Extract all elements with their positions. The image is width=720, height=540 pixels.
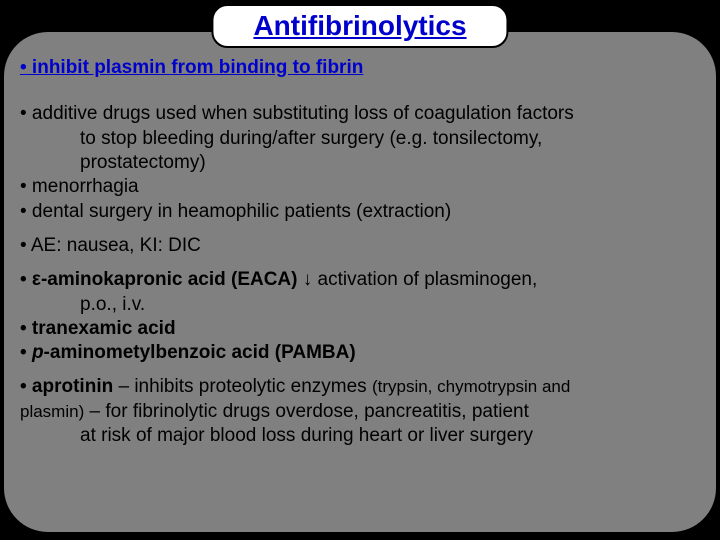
aprotinin-enzymes2: plasmin) (20, 402, 84, 421)
use-line-4: • menorrhagia (20, 175, 700, 199)
slide-content: • inhibit plasmin from binding to fibrin… (20, 56, 700, 448)
eaca-route: p.o., i.v. (20, 293, 700, 317)
eaca-name: • ε-aminokapronic acid (EACA) (20, 269, 298, 290)
drug-aprotinin-line2: plasmin) – for fibrinolytic drugs overdo… (20, 400, 700, 424)
drug-aprotinin-line3: at risk of major blood loss during heart… (20, 424, 700, 448)
aprotinin-enzymes1: (trypsin, chymotrypsin and (372, 377, 570, 396)
drug-aprotinin-line1: • aprotinin – inhibits proteolytic enzym… (20, 375, 700, 399)
aprotinin-desc2: – for fibrinolytic drugs overdose, pancr… (84, 401, 529, 422)
drug-tranexamic: • tranexamic acid (20, 317, 700, 341)
aprotinin-desc1: – inhibits proteolytic enzymes (113, 376, 372, 397)
use-line-3: prostatectomy) (20, 151, 700, 175)
use-line-1: • additive drugs used when substituting … (20, 102, 700, 126)
use-line-2: to stop bleeding during/after surgery (e… (20, 127, 700, 151)
title-box: Antifibrinolytics (211, 4, 508, 48)
aprotinin-name: • aprotinin (20, 376, 113, 397)
pamba-bullet: • (20, 342, 32, 363)
ae-line: • AE: nausea, KI: DIC (20, 234, 700, 258)
pamba-rest: -aminometylbenzoic acid (PAMBA) (44, 342, 356, 363)
pamba-p: p (32, 342, 44, 363)
slide-title: Antifibrinolytics (253, 10, 466, 41)
eaca-action: ↓ activation of plasminogen, (298, 269, 538, 290)
drug-pamba: • p-aminometylbenzoic acid (PAMBA) (20, 341, 700, 365)
drug-eaca: • ε-aminokapronic acid (EACA) ↓ activati… (20, 268, 700, 292)
mechanism-bullet: • inhibit plasmin from binding to fibrin (20, 56, 700, 80)
use-line-5: • dental surgery in heamophilic patients… (20, 200, 700, 224)
